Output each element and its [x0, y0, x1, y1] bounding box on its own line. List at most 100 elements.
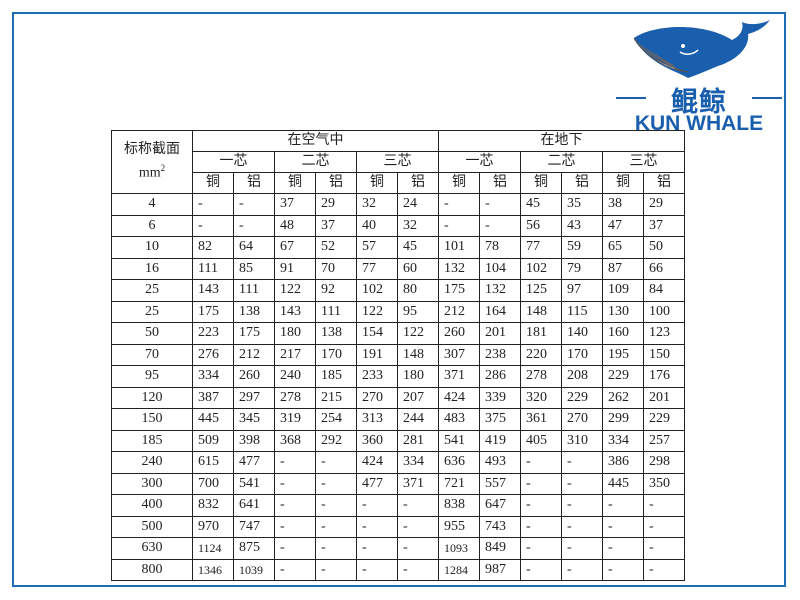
- table-row: 95 334 260 240 185 233 180 371 286 278 208 229 176: [111, 365, 686, 388]
- ampacity-cell: 59: [561, 236, 603, 259]
- ampacity-cell: 281: [397, 429, 439, 452]
- ampacity-cell: 387: [192, 386, 234, 409]
- ampacity-cell: -: [561, 451, 603, 474]
- core-header: 一芯: [192, 151, 275, 173]
- ampacity-cell: 260: [438, 322, 480, 345]
- ampacity-cell: 180: [274, 322, 316, 345]
- ampacity-cell: -: [192, 214, 234, 237]
- table-row: 25 175 138 143 111 122 95 212 164 148 115 130 100: [111, 300, 686, 323]
- ampacity-cell: 240: [274, 365, 316, 388]
- core-header: 二芯: [520, 151, 603, 173]
- table-row: 150 445 345 319 254 313 244 483 375 361 270 299 229: [111, 408, 686, 431]
- material-header: 铝: [315, 172, 357, 194]
- ampacity-cell: 297: [233, 386, 275, 409]
- ampacity-cell: 493: [479, 451, 521, 474]
- ampacity-cell: 143: [192, 279, 234, 302]
- ampacity-cell: 334: [192, 365, 234, 388]
- ampacity-cell: 40: [356, 214, 398, 237]
- ampacity-cell: -: [520, 558, 562, 581]
- ampacity-cell: 77: [356, 257, 398, 280]
- ampacity-cell: 195: [602, 343, 644, 366]
- ampacity-cell: 743: [479, 515, 521, 538]
- ampacity-cell: 122: [397, 322, 439, 345]
- ampacity-cell: 50: [642, 236, 686, 259]
- ampacity-cell: 185: [315, 365, 357, 388]
- ampacity-cell: 111: [192, 257, 234, 280]
- table-row: 10 82 64 67 52 57 45 101 78 77 59 65 50: [111, 236, 686, 259]
- ampacity-cell: 849: [479, 537, 521, 560]
- ampacity-cell: -: [192, 193, 234, 216]
- material-header: 铝: [642, 172, 686, 194]
- table-row: 4- -37 29 32 24- -45 35 38 29: [111, 193, 686, 216]
- ampacity-cell: 371: [438, 365, 480, 388]
- ampacity-cell: 45: [520, 193, 562, 216]
- ampacity-cell: 175: [192, 300, 234, 323]
- cross-section-cell: 300: [111, 472, 193, 495]
- cross-section-cell: 630: [111, 537, 193, 560]
- ampacity-cell: 138: [315, 322, 357, 345]
- ampacity-cell: 104: [479, 257, 521, 280]
- cross-section-cell: 4: [111, 193, 193, 216]
- core-header: 一芯: [438, 151, 521, 173]
- ampacity-cell: 100: [642, 300, 686, 323]
- logo-dash-left: [616, 97, 646, 99]
- core-header: 三芯: [356, 151, 439, 173]
- ampacity-cell: -: [397, 494, 439, 517]
- ampacity-cell: 111: [233, 279, 275, 302]
- ampacity-cell: 987: [479, 558, 521, 581]
- ampacity-cell: 85: [233, 257, 275, 280]
- ampacity-cell: 298: [642, 451, 686, 474]
- ampacity-cell: 102: [356, 279, 398, 302]
- ampacity-cell: 419: [479, 429, 521, 452]
- ampacity-table: 标称截面 mm2 在空气中 在地下 一芯 二芯 三芯 一芯 二芯 三芯 铜铝铜铝铜铝铜铝铜…: [111, 130, 686, 581]
- header-row-cores: 一芯 二芯 三芯 一芯 二芯 三芯: [112, 151, 686, 173]
- ampacity-cell: 721: [438, 472, 480, 495]
- ampacity-cell: 140: [561, 322, 603, 345]
- table-row: 240 615 477- -424 334 636 493- -386 298: [111, 451, 686, 474]
- ampacity-cell: 48: [274, 214, 316, 237]
- ampacity-cell: 557: [479, 472, 521, 495]
- ampacity-cell: -: [315, 537, 357, 560]
- header-row-groups: 标称截面 mm2 在空气中 在地下: [111, 130, 686, 194]
- ampacity-cell: 700: [192, 472, 234, 495]
- ampacity-cell: -: [520, 451, 562, 474]
- ampacity-cell: -: [397, 558, 439, 581]
- ampacity-cell: 101: [438, 236, 480, 259]
- ampacity-cell: 223: [192, 322, 234, 345]
- ampacity-cell: 334: [602, 429, 644, 452]
- material-header: 铝: [397, 172, 439, 194]
- corner-header: 标称截面 mm2: [111, 130, 193, 194]
- ampacity-cell: 270: [561, 408, 603, 431]
- ampacity-cell: 70: [315, 257, 357, 280]
- table-row: 25 143 111 122 92 102 80 175 132 125 97 109 84: [111, 279, 686, 302]
- ampacity-cell: 64: [233, 236, 275, 259]
- ampacity-cell: 371: [397, 472, 439, 495]
- ampacity-cell: 79: [561, 257, 603, 280]
- corner-unit-sup: 2: [160, 163, 166, 174]
- cross-section-cell: 185: [111, 429, 193, 452]
- ampacity-cell: -: [642, 537, 686, 560]
- ampacity-cell: 970: [192, 515, 234, 538]
- ampacity-cell: 647: [479, 494, 521, 517]
- ampacity-cell: 115: [561, 300, 603, 323]
- ampacity-cell: 180: [397, 365, 439, 388]
- header-row-materials: 铜铝铜铝铜铝铜铝铜铝铜铝: [112, 172, 686, 194]
- ampacity-cell: 143: [274, 300, 316, 323]
- ampacity-cell: 310: [561, 429, 603, 452]
- ampacity-cell: 445: [192, 408, 234, 431]
- ampacity-cell: 138: [233, 300, 275, 323]
- corner-label: 标称截面: [124, 142, 180, 158]
- ampacity-cell: 111: [315, 300, 357, 323]
- ampacity-cell: 217: [274, 343, 316, 366]
- ampacity-cell: 386: [602, 451, 644, 474]
- ampacity-cell: 636: [438, 451, 480, 474]
- ampacity-cell: 278: [520, 365, 562, 388]
- ampacity-cell: -: [520, 472, 562, 495]
- ampacity-cell: 150: [642, 343, 686, 366]
- ampacity-cell: 339: [479, 386, 521, 409]
- group-header-underground: 在地下: [437, 130, 686, 152]
- ampacity-cell: -: [274, 537, 316, 560]
- ampacity-cell: 1039: [233, 558, 275, 581]
- ampacity-cell: 254: [315, 408, 357, 431]
- ampacity-cell: 212: [438, 300, 480, 323]
